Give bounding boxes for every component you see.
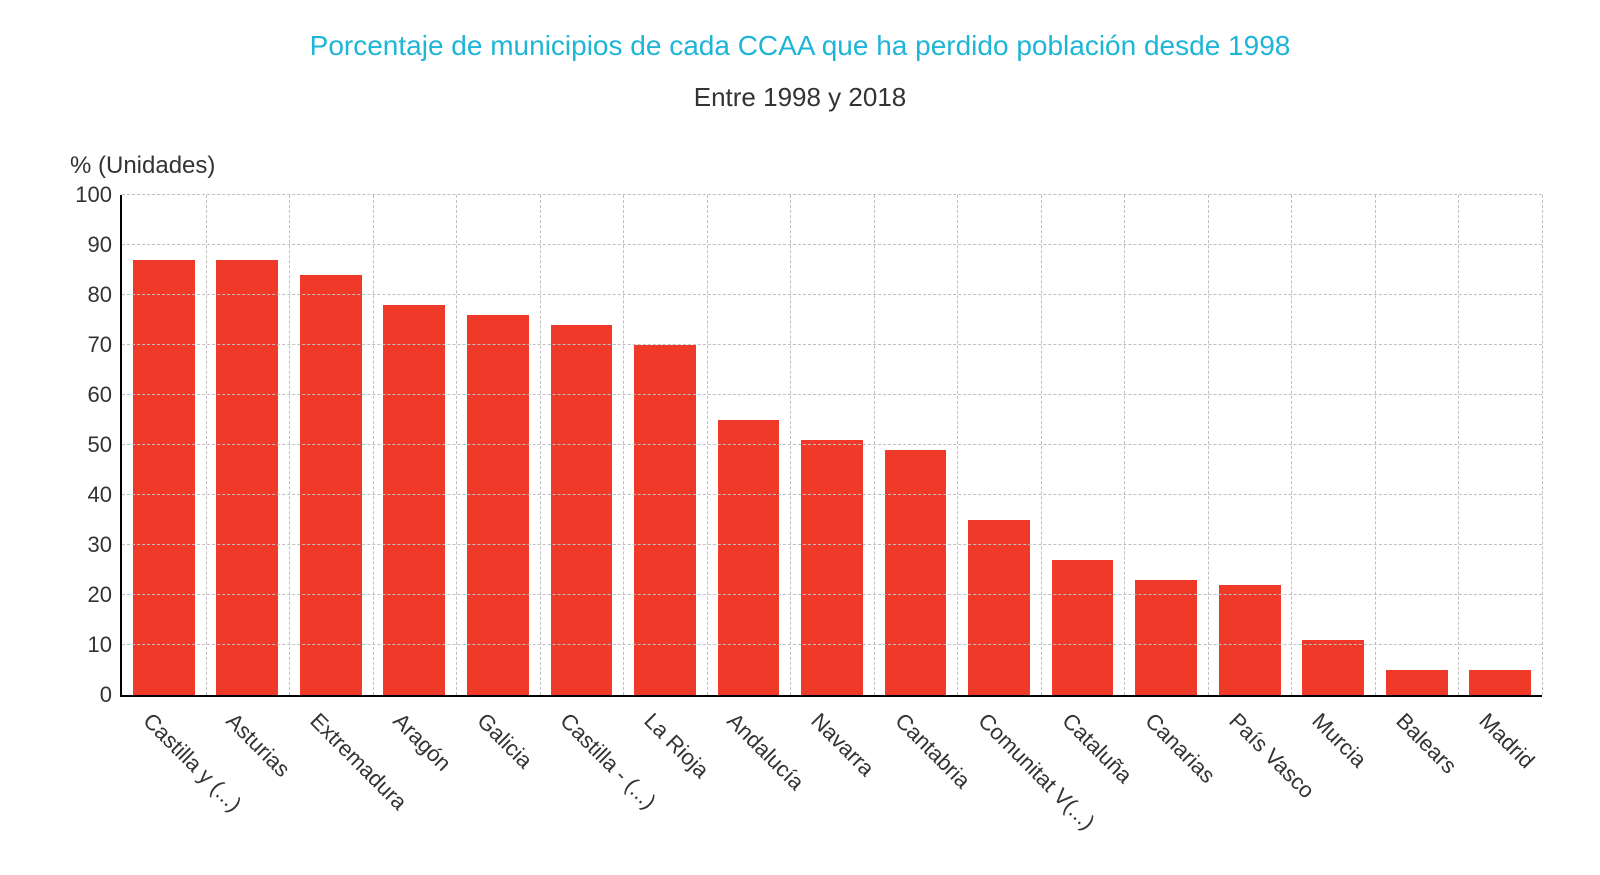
- gridline-h: [122, 394, 1542, 395]
- x-tick-label: Cataluña: [1056, 708, 1137, 789]
- y-tick-label: 50: [88, 432, 122, 458]
- bar: [718, 420, 780, 695]
- gridline-v: [623, 195, 624, 695]
- gridline-v: [874, 195, 875, 695]
- x-tick-label: La Rioja: [639, 708, 714, 783]
- plot-area: 0102030405060708090100: [120, 195, 1542, 697]
- bar: [885, 450, 947, 695]
- y-tick-label: 80: [88, 282, 122, 308]
- y-tick-label: 0: [100, 682, 122, 708]
- bar: [1386, 670, 1448, 695]
- gridline-v: [957, 195, 958, 695]
- bar: [1302, 640, 1364, 695]
- gridline-v: [1208, 195, 1209, 695]
- y-tick-label: 10: [88, 632, 122, 658]
- x-tick-label: Cantabria: [889, 708, 975, 794]
- gridline-h: [122, 494, 1542, 495]
- bar: [467, 315, 529, 695]
- gridline-v: [707, 195, 708, 695]
- x-tick-label: Asturias: [221, 708, 296, 783]
- gridline-v: [1124, 195, 1125, 695]
- gridline-v: [456, 195, 457, 695]
- bar: [551, 325, 613, 695]
- y-axis-label: % (Unidades): [70, 152, 215, 180]
- y-tick-label: 20: [88, 582, 122, 608]
- gridline-v: [1458, 195, 1459, 695]
- bar: [1135, 580, 1197, 695]
- x-axis-labels: Castilla y (...)AsturiasExtremaduraAragó…: [120, 702, 1540, 872]
- y-tick-label: 70: [88, 332, 122, 358]
- bar: [216, 260, 278, 695]
- x-tick-label: Madrid: [1474, 708, 1540, 774]
- bar: [634, 345, 696, 695]
- chart-title: Porcentaje de municipios de cada CCAA qu…: [0, 30, 1600, 62]
- gridline-h: [122, 294, 1542, 295]
- gridline-v: [1542, 195, 1543, 695]
- x-tick-label: Murcia: [1307, 708, 1372, 773]
- bar: [801, 440, 863, 695]
- gridline-h: [122, 244, 1542, 245]
- y-tick-label: 30: [88, 532, 122, 558]
- x-tick-label: Galicia: [471, 708, 537, 774]
- x-tick-label: Aragón: [388, 708, 457, 777]
- gridline-v: [540, 195, 541, 695]
- gridline-v: [790, 195, 791, 695]
- bar: [300, 275, 362, 695]
- x-tick-label: Balears: [1390, 708, 1461, 779]
- gridline-v: [206, 195, 207, 695]
- y-tick-label: 40: [88, 482, 122, 508]
- x-tick-label: Navarra: [806, 708, 880, 782]
- gridline-h: [122, 644, 1542, 645]
- gridline-h: [122, 544, 1542, 545]
- bar: [968, 520, 1030, 695]
- gridline-v: [373, 195, 374, 695]
- gridline-h: [122, 594, 1542, 595]
- bar: [133, 260, 195, 695]
- chart-container: Porcentaje de municipios de cada CCAA qu…: [0, 0, 1600, 875]
- gridline-h: [122, 444, 1542, 445]
- x-tick-label: País Vasco: [1223, 708, 1319, 804]
- bar: [1219, 585, 1281, 695]
- gridline-v: [1291, 195, 1292, 695]
- gridline-h: [122, 344, 1542, 345]
- gridline-v: [1041, 195, 1042, 695]
- x-tick-label: Canarias: [1140, 708, 1221, 789]
- x-tick-label: Andalucía: [722, 708, 810, 796]
- bars-group: [122, 195, 1542, 695]
- bar: [1052, 560, 1114, 695]
- gridline-v: [1375, 195, 1376, 695]
- y-tick-label: 60: [88, 382, 122, 408]
- gridline-h: [122, 194, 1542, 195]
- y-tick-label: 90: [88, 232, 122, 258]
- gridline-v: [289, 195, 290, 695]
- chart-subtitle: Entre 1998 y 2018: [0, 82, 1600, 113]
- bar: [383, 305, 445, 695]
- bar: [1469, 670, 1531, 695]
- y-tick-label: 100: [75, 182, 122, 208]
